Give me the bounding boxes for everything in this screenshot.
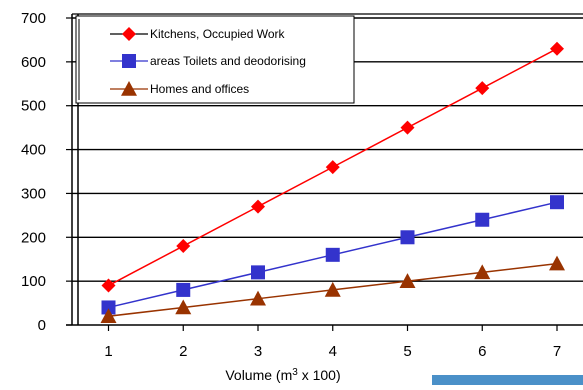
data-point [475, 81, 490, 96]
data-point [325, 247, 340, 262]
legend-item-1: areas Toilets and deodorising [110, 54, 306, 68]
data-point [550, 41, 564, 56]
y-tick-label: 400 [21, 142, 46, 159]
data-point [549, 255, 565, 271]
series-0 [101, 41, 564, 293]
x-axis-title-main: Volume (m [225, 367, 292, 383]
legend-label: areas Toilets and deodorising [150, 54, 306, 68]
series-2 [100, 255, 565, 324]
data-point [400, 230, 415, 245]
x-axis-title: Volume (m3 x 100) [225, 367, 340, 384]
y-tick-label: 600 [21, 54, 46, 71]
legend-label: Homes and offices [150, 82, 249, 96]
data-point [399, 273, 416, 288]
legend: Kitchens, Occupied Work areas Toilets and… [75, 15, 355, 104]
data-point [175, 299, 192, 315]
x-tick-label: 3 [254, 343, 262, 360]
y-tick-label: 0 [38, 317, 46, 334]
x-tick-label: 7 [553, 343, 561, 360]
data-point [101, 278, 116, 293]
y-tick-label: 300 [21, 185, 46, 202]
legend-swatch-marker [122, 27, 136, 41]
legend-item-0: Kitchens, Occupied Work [110, 27, 286, 41]
data-point [251, 265, 265, 280]
y-tick-label: 100 [21, 273, 46, 290]
legend-swatch-marker [122, 54, 136, 68]
y-tick-label: 700 [21, 10, 46, 27]
data-point [400, 120, 415, 135]
x-axis-title-sup: 3 [292, 367, 298, 378]
data-point [474, 264, 491, 280]
legend-label: Kitchens, Occupied Work [150, 27, 286, 41]
x-tick-label: 4 [329, 343, 337, 360]
series-1 [101, 195, 564, 315]
data-point [176, 282, 191, 297]
data-point [325, 160, 340, 175]
x-tick-label: 2 [179, 343, 187, 360]
decorative-bar [432, 375, 583, 385]
legend-item-2: Homes and offices [110, 81, 249, 96]
data-point [550, 195, 564, 210]
y-tick-label: 200 [21, 229, 46, 246]
axes: 0 100 200 300 400 500 600 700 1 2 3 4 5 6 7 [21, 10, 583, 360]
data-point [100, 308, 117, 324]
data-point [251, 199, 265, 214]
data-point [475, 212, 490, 227]
x-axis-title-tail: x 100) [298, 367, 341, 383]
x-tick-label: 6 [478, 343, 486, 360]
data-point [250, 290, 266, 306]
legend-swatch-marker [121, 81, 137, 96]
x-tick-label: 5 [403, 343, 411, 360]
data-point [324, 281, 341, 297]
y-tick-label: 500 [21, 98, 46, 115]
data-point [101, 300, 116, 315]
data-point [176, 239, 191, 254]
series-group [100, 41, 565, 324]
x-tick-label: 1 [104, 343, 112, 360]
